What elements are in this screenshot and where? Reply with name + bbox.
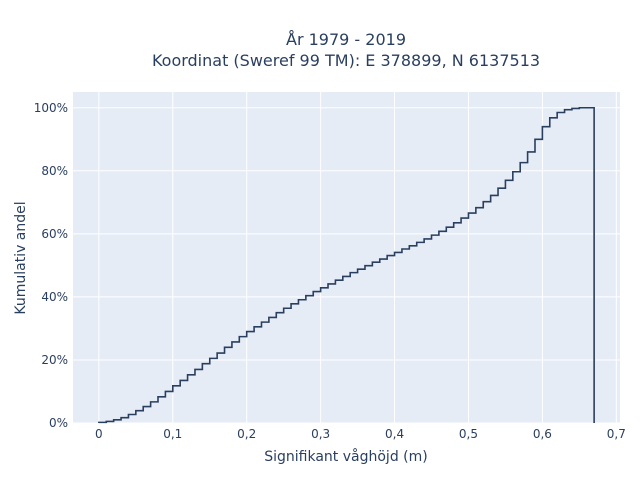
x-tick-label: 0,7 [607,427,626,441]
y-tick-label: 100% [34,101,68,115]
chart-title-line-2: Koordinat (Sweref 99 TM): E 378899, N 61… [152,51,540,70]
chart-title-line-1: År 1979 - 2019 [286,30,406,49]
x-tick-label: 0 [95,427,103,441]
y-tick-label: 60% [41,227,68,241]
x-tick-label: 0,2 [237,427,256,441]
x-tick-label: 0,5 [459,427,478,441]
y-tick-label: 40% [41,290,68,304]
plot-area [73,92,620,423]
cumulative-step-line [98,106,595,424]
y-axis-ticks: 0% 20% 40% 60% 80% 100% [34,101,68,430]
x-tick-label: 0,1 [163,427,182,441]
series-layer [98,106,595,424]
y-axis-label: Kumulativ andel [13,201,29,314]
x-tick-label: 0,3 [311,427,330,441]
y-tick-label: 20% [41,353,68,367]
grid-lines [73,92,620,424]
y-tick-label: 0% [49,416,68,430]
x-axis-label: Signifikant våghöjd (m) [264,448,427,465]
x-axis-ticks: 0 0,1 0,2 0,3 0,4 0,5 0,6 0,7 [95,427,626,441]
y-tick-label: 80% [41,164,68,178]
x-tick-label: 0,4 [385,427,404,441]
x-tick-label: 0,6 [533,427,552,441]
